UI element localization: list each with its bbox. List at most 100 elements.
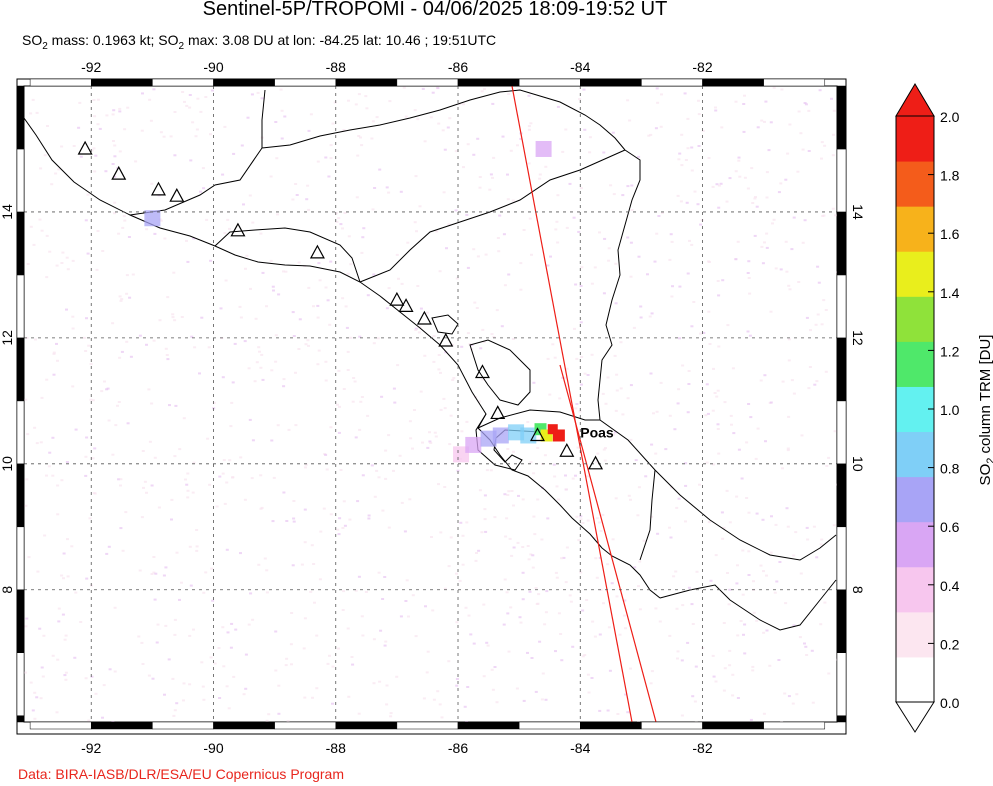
noise-pixel (527, 162, 531, 165)
noise-pixel (152, 339, 156, 342)
noise-pixel (804, 103, 808, 106)
noise-pixel (294, 424, 298, 427)
noise-pixel (186, 496, 190, 499)
colorbar-segment (896, 476, 934, 523)
noise-pixel (66, 268, 70, 271)
noise-pixel (739, 620, 743, 622)
noise-pixel (717, 345, 721, 348)
noise-pixel (466, 686, 470, 688)
noise-pixel (774, 267, 778, 270)
noise-pixel (422, 697, 426, 700)
noise-pixel (166, 358, 170, 361)
noise-pixel (42, 634, 46, 637)
noise-pixel (317, 262, 321, 265)
noise-pixel (676, 402, 680, 405)
noise-pixel (45, 276, 49, 279)
noise-pixel (164, 347, 168, 350)
noise-pixel (349, 263, 353, 266)
noise-pixel (212, 401, 216, 404)
noise-pixel (764, 440, 767, 443)
colorbar-tick-label: 0.6 (940, 519, 960, 535)
noise-pixel (701, 129, 705, 132)
noise-pixel (304, 466, 307, 469)
noise-pixel (405, 579, 409, 582)
noise-pixel (759, 564, 763, 567)
noise-pixel (408, 498, 412, 501)
noise-pixel (125, 292, 129, 295)
noise-pixel (636, 514, 640, 517)
noise-pixel (677, 497, 681, 500)
noise-pixel (628, 119, 632, 122)
noise-pixel (506, 494, 510, 496)
noise-pixel (658, 620, 662, 623)
noise-pixel (781, 467, 784, 470)
noise-pixel (737, 159, 741, 162)
noise-pixel (280, 137, 284, 140)
noise-pixel (731, 694, 735, 697)
noise-pixel (33, 691, 37, 694)
noise-pixel (117, 478, 121, 481)
noise-pixel (834, 214, 837, 217)
noise-pixel (483, 508, 487, 511)
noise-pixel (35, 696, 39, 699)
noise-pixel (654, 607, 658, 610)
noise-pixel (502, 623, 506, 626)
noise-pixel (627, 494, 631, 497)
noise-pixel (188, 545, 192, 548)
noise-pixel (653, 260, 657, 263)
noise-pixel (436, 87, 440, 90)
noise-pixel (559, 633, 563, 635)
colorbar-tick-label: 2.0 (940, 109, 960, 125)
noise-pixel (538, 173, 542, 176)
colorbar-segment (896, 296, 934, 342)
noise-pixel (381, 598, 385, 600)
noise-pixel (347, 235, 351, 238)
noise-pixel (194, 135, 198, 138)
noise-pixel (265, 569, 269, 572)
noise-pixel (113, 606, 117, 609)
noise-pixel (385, 307, 389, 310)
noise-pixel (553, 356, 557, 359)
noise-pixel (432, 360, 436, 363)
noise-pixel (229, 646, 233, 649)
noise-pixel (292, 500, 296, 502)
noise-pixel (767, 149, 771, 152)
plume-pixel (508, 424, 525, 441)
noise-pixel (719, 182, 723, 185)
noise-pixel (649, 372, 653, 375)
noise-pixel (621, 413, 625, 416)
noise-pixel (780, 721, 784, 722)
noise-pixel (257, 346, 261, 349)
noise-pixel (765, 246, 769, 249)
noise-pixel (507, 273, 511, 276)
noise-pixel (714, 109, 718, 112)
lon-tick-label: -82 (692, 740, 712, 756)
so2-background-noise (24, 86, 837, 722)
noise-pixel (105, 114, 109, 117)
noise-pixel (805, 526, 809, 529)
noise-pixel (265, 591, 269, 594)
noise-pixel (629, 498, 632, 501)
noise-pixel (350, 656, 354, 658)
noise-pixel (555, 485, 559, 488)
noise-pixel (93, 115, 97, 118)
noise-pixel (587, 691, 591, 694)
noise-pixel (186, 489, 190, 492)
noise-pixel (338, 405, 341, 408)
noise-pixel (310, 544, 314, 547)
noise-pixel (40, 396, 44, 399)
noise-pixel (375, 116, 379, 119)
noise-pixel (765, 196, 769, 199)
noise-pixel (359, 136, 362, 139)
noise-pixel (527, 125, 531, 128)
noise-pixel (138, 569, 142, 572)
noise-pixel (406, 241, 410, 244)
noise-pixel (820, 157, 823, 160)
noise-pixel (306, 184, 310, 187)
noise-pixel (24, 398, 28, 401)
noise-pixel (734, 170, 738, 173)
noise-pixel (460, 345, 464, 348)
noise-pixel (183, 100, 186, 103)
noise-pixel (440, 716, 444, 719)
noise-pixel (326, 299, 330, 302)
